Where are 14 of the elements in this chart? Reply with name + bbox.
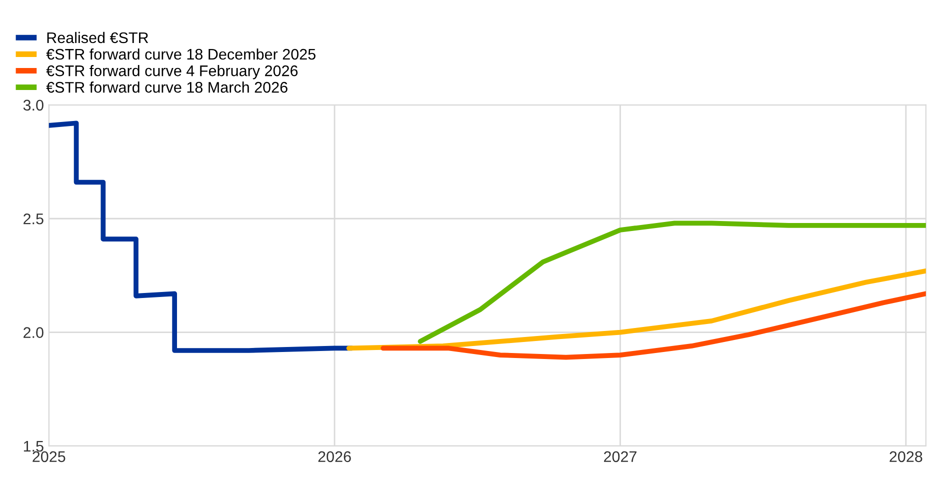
x-tick-label: 2025: [32, 451, 66, 462]
legend-label: €STR forward curve 18 December 2025: [46, 48, 316, 60]
y-tick-label: 2.0: [24, 327, 44, 338]
legend-label: €STR forward curve 18 March 2026: [46, 82, 288, 93]
legend-label: €STR forward curve 4 February 2026: [46, 65, 298, 80]
y-tick-label: 1.5: [24, 441, 44, 452]
y-tick-label: 3.0: [23, 100, 44, 111]
legend-label: Realised €STR: [47, 32, 148, 44]
line-series: [418, 220, 926, 344]
y-tick-label: 2.5: [24, 213, 44, 224]
x-tick-label: 2026: [318, 451, 351, 462]
line-series: [380, 291, 926, 360]
x-tick-label: 2027: [604, 451, 636, 462]
x-tick-label: 2028: [890, 451, 922, 462]
